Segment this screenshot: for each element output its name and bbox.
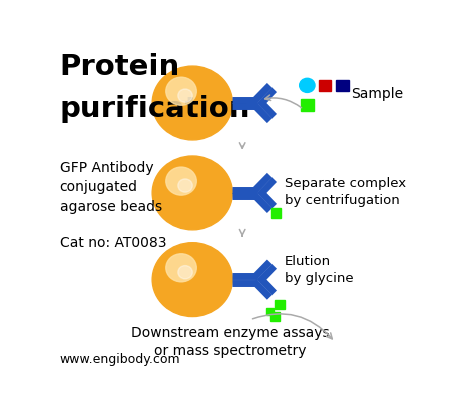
Bar bbox=[336, 80, 348, 91]
Circle shape bbox=[178, 179, 192, 192]
Circle shape bbox=[166, 77, 196, 105]
Text: Separate complex
by centrifugation: Separate complex by centrifugation bbox=[285, 177, 406, 207]
Text: purification: purification bbox=[60, 95, 250, 123]
Bar bbox=[266, 308, 274, 315]
Bar bbox=[275, 300, 285, 309]
Text: Cat no: AT0083: Cat no: AT0083 bbox=[60, 236, 166, 250]
Circle shape bbox=[166, 167, 196, 195]
Text: GFP Antibody
conjugated
agarose beads: GFP Antibody conjugated agarose beads bbox=[60, 161, 162, 214]
Bar bbox=[301, 100, 314, 111]
Circle shape bbox=[152, 156, 232, 230]
Circle shape bbox=[152, 243, 232, 317]
Bar bbox=[271, 208, 281, 218]
Text: Protein: Protein bbox=[60, 53, 180, 81]
Text: Downstream enzyme assays
or mass spectrometry: Downstream enzyme assays or mass spectro… bbox=[131, 326, 330, 359]
Bar bbox=[270, 311, 280, 321]
Text: www.engibody.com: www.engibody.com bbox=[60, 353, 180, 366]
Circle shape bbox=[178, 266, 192, 279]
Text: Elution
by glycine: Elution by glycine bbox=[285, 255, 353, 285]
Text: Sample: Sample bbox=[351, 87, 403, 101]
Circle shape bbox=[152, 66, 232, 140]
Circle shape bbox=[300, 78, 315, 93]
Bar bbox=[319, 80, 331, 91]
Circle shape bbox=[178, 89, 192, 102]
Circle shape bbox=[166, 254, 196, 282]
